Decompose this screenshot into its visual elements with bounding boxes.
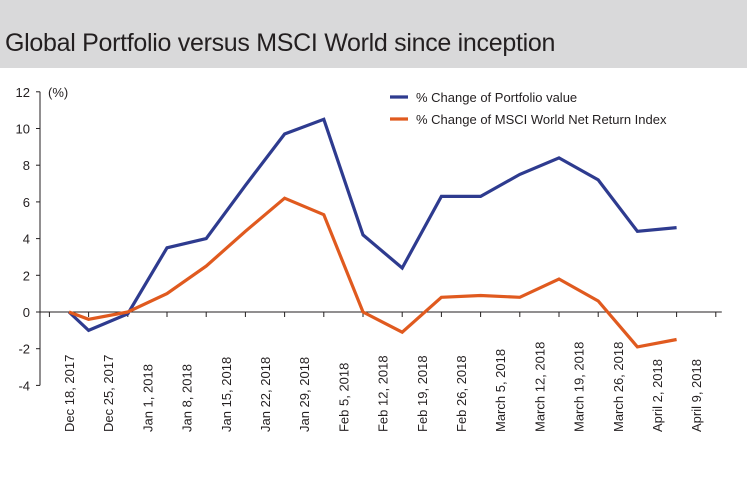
y-tick-label: 8 [23,158,30,173]
x-tick-label: Jan 22, 2018 [258,357,273,432]
y-tick-label: -2 [18,342,30,357]
x-tick-label: Feb 26, 2018 [454,355,469,432]
x-tick-label: Feb 5, 2018 [336,363,351,432]
y-tick-label: 6 [23,195,30,210]
title-bar [0,0,747,68]
x-tick-label: April 2, 2018 [650,359,665,432]
x-tick-label: March 19, 2018 [572,342,587,432]
y-tick-label: 4 [23,232,30,247]
x-tick-label: Jan 1, 2018 [140,364,155,432]
x-tick-label: Dec 18, 2017 [62,355,77,432]
y-unit-label: (%) [48,85,68,100]
y-tick-label: 10 [16,122,30,137]
x-tick-label: March 26, 2018 [611,342,626,432]
y-tick-label: 2 [23,268,30,283]
legend-label-2: % Change of MSCI World Net Return Index [416,112,667,127]
legend-label-1: % Change of Portfolio value [416,90,577,105]
series-line-1 [67,117,677,333]
x-tick-label: Dec 25, 2017 [101,355,116,432]
x-tick-label: April 9, 2018 [689,359,704,432]
y-tick-label: 12 [16,85,30,100]
y-tick-label: 0 [23,305,30,320]
x-tick-label: March 5, 2018 [493,349,508,432]
x-tick-label: Jan 8, 2018 [180,364,195,432]
x-tick-label: Jan 29, 2018 [297,357,312,432]
x-tick-label: Feb 19, 2018 [415,355,430,432]
series-line-2 [68,196,677,349]
x-tick-label: Jan 15, 2018 [219,357,234,432]
y-tick-label: -4 [18,378,30,393]
x-tick-label: Feb 12, 2018 [376,355,391,432]
x-tick-label: March 12, 2018 [532,342,547,432]
chart-title: Global Portfolio versus MSCI World since… [5,29,556,57]
